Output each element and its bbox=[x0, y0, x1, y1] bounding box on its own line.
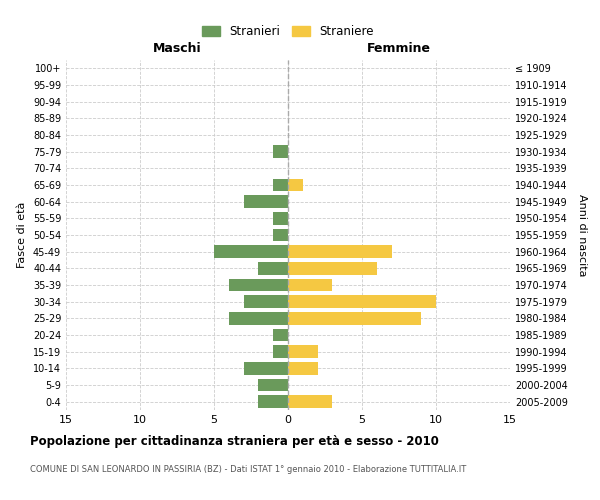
Bar bbox=[229, 312, 288, 324]
Bar bbox=[288, 179, 303, 192]
Bar bbox=[288, 362, 317, 374]
Bar bbox=[273, 329, 288, 341]
Bar bbox=[273, 346, 288, 358]
Bar bbox=[273, 146, 288, 158]
Legend: Stranieri, Straniere: Stranieri, Straniere bbox=[197, 20, 379, 43]
Text: Popolazione per cittadinanza straniera per età e sesso - 2010: Popolazione per cittadinanza straniera p… bbox=[30, 435, 439, 448]
Text: Femmine: Femmine bbox=[367, 42, 431, 55]
Bar bbox=[288, 346, 317, 358]
Bar bbox=[273, 212, 288, 224]
Text: COMUNE DI SAN LEONARDO IN PASSIRIA (BZ) - Dati ISTAT 1° gennaio 2010 - Elaborazi: COMUNE DI SAN LEONARDO IN PASSIRIA (BZ) … bbox=[30, 465, 466, 474]
Bar bbox=[244, 362, 288, 374]
Bar bbox=[288, 296, 436, 308]
Bar bbox=[214, 246, 288, 258]
Bar bbox=[288, 279, 332, 291]
Bar bbox=[259, 379, 288, 391]
Bar bbox=[288, 246, 392, 258]
Bar bbox=[273, 179, 288, 192]
Bar bbox=[288, 312, 421, 324]
Text: Maschi: Maschi bbox=[152, 42, 202, 55]
Bar bbox=[229, 279, 288, 291]
Bar bbox=[244, 296, 288, 308]
Bar bbox=[273, 229, 288, 241]
Bar bbox=[259, 396, 288, 408]
Bar bbox=[288, 262, 377, 274]
Bar bbox=[259, 262, 288, 274]
Bar bbox=[288, 396, 332, 408]
Y-axis label: Anni di nascita: Anni di nascita bbox=[577, 194, 587, 276]
Y-axis label: Fasce di età: Fasce di età bbox=[17, 202, 27, 268]
Bar bbox=[244, 196, 288, 208]
